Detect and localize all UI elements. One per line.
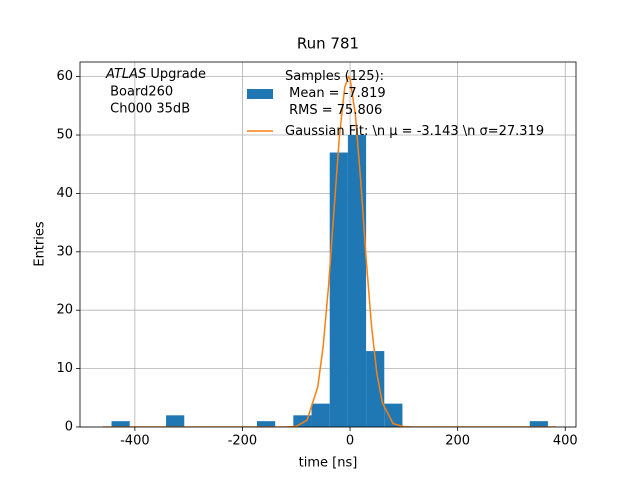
- bar: [347, 135, 367, 427]
- bar: [293, 415, 312, 427]
- x-tick-label: -200: [228, 434, 258, 449]
- bar: [529, 421, 548, 427]
- annotation-emph: ATLAS: [105, 67, 146, 82]
- legend-swatch: [247, 89, 273, 99]
- bar: [256, 421, 276, 427]
- bar: [329, 152, 348, 427]
- y-tick-label: 10: [56, 361, 73, 376]
- x-axis-label: time [ns]: [299, 456, 358, 471]
- bar: [111, 421, 130, 427]
- y-tick-label: 0: [65, 420, 73, 435]
- x-tick-label: 200: [445, 434, 470, 449]
- bar: [166, 415, 185, 427]
- bar: [366, 351, 385, 427]
- legend-label: Gaussian Fit: \n μ = -3.143 \n σ=27.319: [285, 124, 544, 139]
- bar: [384, 403, 403, 427]
- x-tick-label: 400: [553, 434, 578, 449]
- fit-line: [102, 74, 557, 427]
- y-tick-label: 20: [56, 303, 73, 318]
- x-tick-label: 0: [346, 434, 354, 449]
- annotation-line: Upgrade: [146, 67, 206, 82]
- y-tick-label: 30: [56, 244, 73, 259]
- y-tick-label: 60: [56, 69, 73, 84]
- legend-line: Gaussian Fit: \n μ = -3.143 \n σ=27.319: [285, 124, 544, 139]
- y-tick-label: 50: [56, 128, 73, 143]
- bar: [311, 403, 330, 427]
- legend-line: Samples (125):: [285, 69, 384, 84]
- annotation: ATLAS Upgrade: [105, 67, 206, 82]
- legend-line: RMS = 75.806: [285, 103, 382, 118]
- y-tick-label: 40: [56, 186, 73, 201]
- annotation-line: Board260: [106, 85, 173, 100]
- chart-title: Run 781: [297, 35, 359, 53]
- legend-line: Mean = -7.819: [285, 86, 386, 101]
- annotation-line: Ch000 35dB: [106, 102, 190, 117]
- y-axis-label: Entries: [33, 221, 48, 267]
- x-tick-label: -400: [120, 434, 150, 449]
- axes-frame: [79, 61, 577, 428]
- legend-label: Samples (125): Mean = -7.819 RMS = 75.80…: [285, 69, 386, 118]
